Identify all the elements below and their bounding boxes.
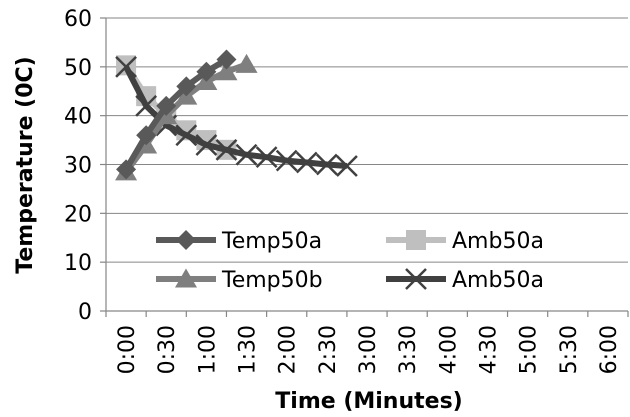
x-marker <box>315 153 338 176</box>
x-marker <box>115 55 137 78</box>
x-tick-label: 2:00 <box>276 325 301 374</box>
legend-label: Amb50a <box>452 268 544 293</box>
y-tick-labels: 0 10 20 30 40 50 60 <box>64 7 92 325</box>
legend-item-amb50a-1: Amb50a <box>386 229 544 254</box>
x-tick-label: 5:00 <box>517 325 542 374</box>
triangle-marker <box>175 268 197 288</box>
x-marker-stroke <box>175 124 198 147</box>
x-marker-stroke <box>295 151 318 174</box>
triangle-marker <box>215 61 238 81</box>
diamond-marker <box>176 230 196 250</box>
y-tick-label: 30 <box>64 154 92 179</box>
axes <box>100 17 629 317</box>
x-tick-label: 0:30 <box>155 325 180 374</box>
series-amb50a-3 <box>115 55 358 177</box>
diamond-marker <box>176 76 197 97</box>
x-marker-stroke <box>195 134 218 156</box>
y-tick-label: 50 <box>64 56 92 81</box>
y-tick-label: 10 <box>64 251 92 276</box>
y-tick-label: 40 <box>64 105 92 130</box>
x-marker <box>235 143 258 166</box>
legend: Temp50a Amb50a Temp50b Amb50a <box>156 229 544 293</box>
triangle-marker <box>235 53 258 73</box>
x-marker <box>175 124 198 147</box>
diamond-marker <box>216 49 237 70</box>
x-marker <box>215 138 238 161</box>
x-marker-stroke <box>235 143 258 166</box>
legend-item-temp50a-0: Temp50a <box>156 229 322 254</box>
x-marker-stroke <box>315 153 338 176</box>
legend-label: Temp50a <box>221 229 322 254</box>
x-tick-label: 1:30 <box>236 325 261 374</box>
x-tick-label: 1:00 <box>195 325 220 374</box>
x-tick-label: 2:30 <box>316 325 341 374</box>
x-marker-stroke <box>405 268 427 290</box>
x-marker-stroke <box>215 138 238 161</box>
x-marker-stroke <box>255 146 278 169</box>
diamond-marker <box>116 159 137 180</box>
legend-item-amb50a-3: Amb50a <box>386 268 544 293</box>
x-marker <box>405 268 427 290</box>
diamond-marker <box>196 61 217 82</box>
x-tick-label: 5:30 <box>557 325 582 374</box>
gridlines <box>106 17 628 263</box>
x-tick-label: 3:00 <box>356 325 381 374</box>
x-tick-label: 4:30 <box>476 325 501 374</box>
y-tick-label: 60 <box>64 7 92 32</box>
x-tick-labels: 0:00 0:30 1:00 1:30 2:00 2:30 3:00 3:30 4:00 4:30… <box>115 325 622 374</box>
x-marker <box>135 95 158 117</box>
x-tick-label: 3:30 <box>396 325 421 374</box>
x-marker <box>255 146 278 169</box>
x-marker <box>275 149 298 172</box>
y-tick-label: 20 <box>64 202 92 227</box>
x-axis-title: Time (Minutes) <box>275 389 462 414</box>
x-tick-label: 4:00 <box>436 325 461 374</box>
diamond-marker <box>156 95 177 116</box>
x-marker <box>336 155 358 177</box>
series-lines <box>115 49 358 181</box>
square-marker <box>406 230 426 250</box>
y-axis-title: Temperature (0C) <box>13 56 38 273</box>
y-tick-label: 0 <box>78 300 92 325</box>
legend-label: Temp50b <box>221 268 323 293</box>
legend-label: Amb50a <box>452 229 544 254</box>
x-marker-stroke <box>115 55 137 78</box>
legend-item-temp50b-2: Temp50b <box>156 268 323 293</box>
series-temp50a-0 <box>116 49 237 180</box>
diamond-marker <box>136 125 157 146</box>
x-tick-label: 6:00 <box>597 325 622 374</box>
x-marker-stroke <box>336 155 358 177</box>
series-temp50b-2 <box>115 53 258 181</box>
x-marker-stroke <box>135 95 158 117</box>
x-tick-label: 0:00 <box>115 325 140 374</box>
x-marker-stroke <box>275 149 298 172</box>
x-marker <box>195 134 218 156</box>
x-marker <box>295 151 318 174</box>
